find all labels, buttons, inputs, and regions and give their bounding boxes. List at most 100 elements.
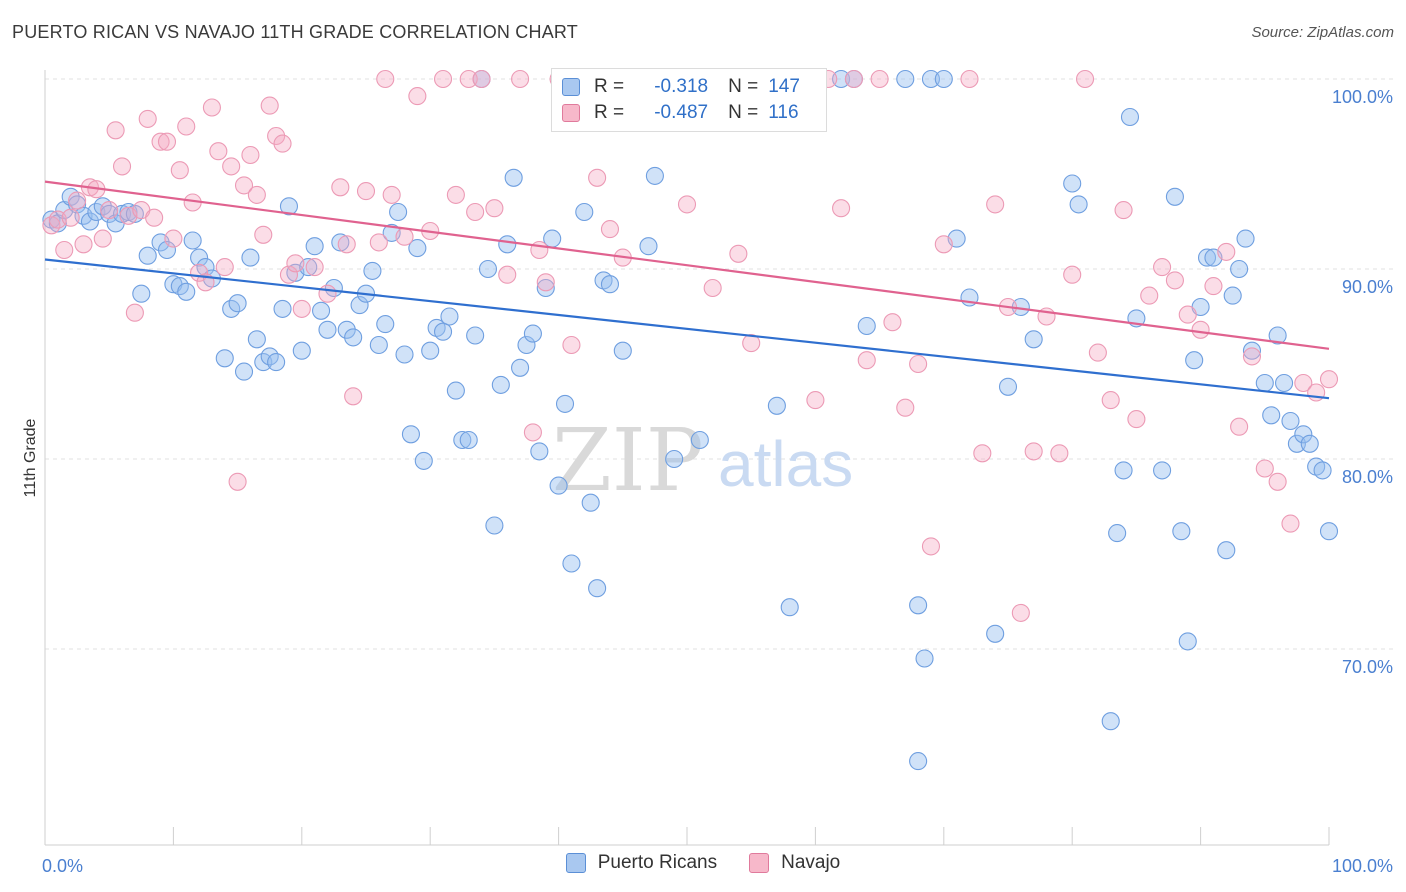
n-label: N = (728, 102, 759, 123)
point-puerto-rican (530, 442, 549, 461)
point-puerto-rican (395, 345, 414, 364)
point-puerto-rican (549, 476, 568, 495)
point-puerto-rican (1197, 248, 1217, 267)
watermark: ZIP atlas (552, 411, 853, 511)
point-navajo (677, 195, 697, 214)
x-tick-label: 100.0% (1332, 856, 1393, 876)
point-puerto-rican (581, 493, 600, 512)
legend-label-navajo: Navajo (781, 852, 841, 873)
point-navajo (260, 96, 279, 115)
point-navajo (228, 472, 247, 491)
point-puerto-rican (1255, 373, 1274, 393)
point-puerto-rican (292, 341, 311, 360)
point-navajo (395, 227, 414, 246)
point-puerto-rican (588, 579, 607, 598)
n-value: 147 (768, 76, 800, 97)
source-label: Source: ZipAtlas.com (1251, 24, 1394, 41)
point-navajo (536, 273, 555, 292)
point-navajo (286, 254, 305, 273)
point-puerto-rican (228, 294, 247, 313)
point-puerto-rican (369, 335, 388, 355)
point-puerto-rican (138, 246, 157, 265)
point-navajo (61, 208, 80, 227)
point-navajo (530, 240, 549, 260)
point-navajo (344, 387, 363, 406)
legend-item-puerto-ricans[interactable]: Puerto Ricans (565, 852, 718, 874)
point-puerto-rican (1063, 174, 1082, 193)
point-puerto-rican (523, 324, 542, 343)
r-label: R = (594, 76, 625, 97)
point-navajo (112, 157, 132, 176)
point-puerto-rican (466, 326, 485, 345)
point-navajo (356, 182, 376, 201)
point-puerto-rican (363, 261, 382, 280)
y-tick-label: 70.0% (1342, 657, 1393, 677)
point-puerto-rican (562, 554, 581, 573)
point-puerto-rican (459, 430, 478, 450)
point-puerto-rican (1172, 522, 1191, 541)
point-puerto-rican (1153, 461, 1172, 480)
point-navajo (164, 229, 183, 248)
point-puerto-rican (1300, 434, 1319, 453)
point-puerto-rican (1287, 434, 1306, 453)
point-puerto-rican (440, 307, 459, 326)
point-puerto-rican (767, 396, 786, 415)
point-navajo (485, 199, 504, 218)
point-navajo (1178, 305, 1197, 324)
point-puerto-rican (934, 69, 953, 89)
point-puerto-rican (998, 377, 1018, 396)
point-navajo (1255, 459, 1274, 478)
data-points (42, 69, 1339, 771)
watermark-atlas: atlas (718, 428, 853, 500)
point-puerto-rican (389, 202, 408, 222)
series-legend: Puerto Ricans Navajo (0, 852, 1406, 874)
point-puerto-rican (1268, 326, 1287, 345)
point-puerto-rican (575, 202, 594, 222)
point-navajo (1165, 271, 1184, 290)
point-navajo (806, 391, 825, 410)
chart-title: PUERTO RICAN VS NAVAJO 11TH GRADE CORREL… (12, 22, 578, 42)
point-puerto-rican (909, 596, 928, 615)
point-puerto-rican (1114, 461, 1133, 480)
point-navajo (729, 244, 748, 263)
n-label: N = (728, 76, 759, 97)
correlation-legend: R = -0.318 N = 147 R = -0.487 N = 116 (551, 68, 827, 132)
point-puerto-rican (157, 240, 177, 260)
point-puerto-rican (1313, 461, 1332, 480)
point-puerto-rican (312, 301, 331, 320)
point-navajo (883, 313, 902, 332)
point-navajo (523, 423, 542, 442)
r-label: R = (594, 102, 625, 123)
point-puerto-rican (453, 430, 472, 450)
point-navajo (202, 98, 221, 117)
point-puerto-rican (517, 335, 536, 355)
point-navajo (1140, 286, 1159, 305)
point-navajo (1268, 472, 1287, 491)
point-navajo (1204, 277, 1223, 296)
legend-label-puerto-ricans: Puerto Ricans (597, 852, 718, 873)
legend-item-navajo[interactable]: Navajo (749, 852, 840, 874)
point-navajo (408, 87, 427, 106)
y-tick-label: 90.0% (1342, 277, 1393, 297)
point-navajo (832, 199, 851, 218)
point-puerto-rican (446, 381, 465, 400)
point-puerto-rican (190, 248, 209, 267)
point-puerto-rican (645, 166, 664, 185)
point-puerto-rican (857, 316, 876, 336)
point-puerto-rican (780, 598, 799, 617)
point-navajo (844, 69, 863, 89)
point-navajo (498, 265, 517, 284)
point-navajo (138, 109, 157, 128)
point-navajo (1319, 370, 1339, 389)
point-puerto-rican (555, 394, 575, 413)
point-puerto-rican (1024, 330, 1043, 349)
point-puerto-rican (1165, 187, 1184, 206)
point-navajo (1242, 347, 1262, 366)
point-puerto-rican (1275, 373, 1294, 393)
point-puerto-rican (1120, 107, 1140, 127)
point-navajo (1088, 343, 1107, 362)
y-axis-label: 11th Grade (22, 418, 39, 497)
point-navajo (157, 132, 177, 151)
point-navajo (74, 235, 93, 254)
